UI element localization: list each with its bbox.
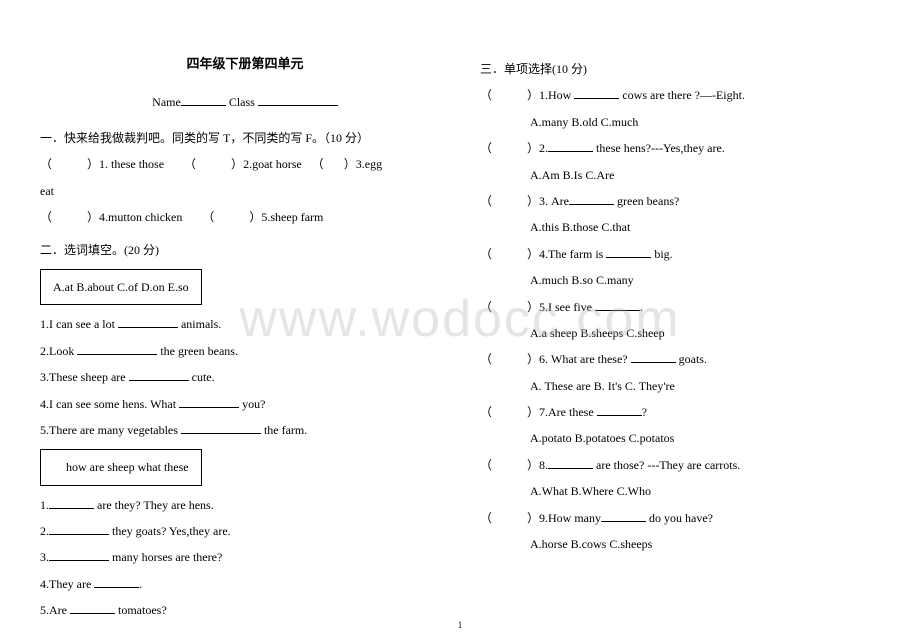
blank[interactable]: [129, 369, 189, 381]
name-label: Name: [152, 95, 181, 109]
s1q4: 4.mutton chicken: [99, 210, 182, 224]
section1-heading: 一．快来给我做裁判吧。同类的写 T，不同类的写 F。（10 分）: [40, 125, 450, 151]
worksheet-title: 四年级下册第四单元: [40, 50, 450, 79]
s2q8: 3. many horses are there?: [40, 544, 450, 570]
s3q4-opt: A.much B.so C.many: [480, 267, 890, 293]
blank[interactable]: [597, 404, 642, 416]
page-number: 1: [458, 620, 463, 630]
blank[interactable]: [569, 193, 614, 205]
s1q3-cont: eat: [40, 178, 450, 204]
s1q3: 3.egg: [356, 157, 382, 171]
name-blank[interactable]: [181, 94, 226, 106]
s2q4: 4.I can see some hens. What you?: [40, 391, 450, 417]
s2q9: 4.They are .: [40, 571, 450, 597]
s3q6-opt: A. These are B. It's C. They're: [480, 373, 890, 399]
s2q3: 3.These sheep are cute.: [40, 364, 450, 390]
s3q2-opt: A.Am B.Is C.Are: [480, 162, 890, 188]
left-column: 四年级下册第四单元 Name Class 一．快来给我做裁判吧。同类的写 T，不…: [40, 50, 450, 624]
class-label: Class: [229, 95, 255, 109]
main-container: 四年级下册第四单元 Name Class 一．快来给我做裁判吧。同类的写 T，不…: [40, 50, 890, 624]
s3q7-opt: A.potato B.potatoes C.potatos: [480, 425, 890, 451]
blank[interactable]: [118, 316, 178, 328]
blank[interactable]: [49, 549, 109, 561]
s2q1: 1.I can see a lot animals.: [40, 311, 450, 337]
blank[interactable]: [574, 87, 619, 99]
section2-heading: 二．选词填空。(20 分): [40, 237, 450, 263]
blank[interactable]: [548, 457, 593, 469]
s3q8: （）8. are those? ---They are carrots.: [480, 452, 890, 478]
s3q9: （）9.How many do you have?: [480, 505, 890, 531]
s2q10: 5.Are tomatoes?: [40, 597, 450, 623]
section1-line1: （）1. these those（）2.goat horse（）3.egg: [40, 151, 450, 177]
blank[interactable]: [49, 523, 109, 535]
name-class-line: Name Class: [40, 89, 450, 115]
s3q2: （）2. these hens?---Yes,they are.: [480, 135, 890, 161]
s3q6: （）6. What are these? goats.: [480, 346, 890, 372]
blank[interactable]: [70, 602, 115, 614]
class-blank[interactable]: [258, 94, 338, 106]
blank[interactable]: [595, 299, 640, 311]
s2q5: 5.There are many vegetables the farm.: [40, 417, 450, 443]
blank[interactable]: [181, 422, 261, 434]
section3-heading: 三．单项选择(10 分): [480, 56, 890, 82]
s3q3: （）3. Are green beans?: [480, 188, 890, 214]
blank[interactable]: [77, 343, 157, 355]
s2q2: 2.Look the green beans.: [40, 338, 450, 364]
s3q4: （）4.The farm is big.: [480, 241, 890, 267]
s1q1: 1. these those: [99, 157, 164, 171]
s3q1: （）1.How cows are there ?—-Eight.: [480, 82, 890, 108]
s1q2: 2.goat horse: [243, 157, 302, 171]
blank[interactable]: [606, 246, 651, 258]
option-box-2: how are sheep what these: [40, 449, 202, 485]
blank[interactable]: [631, 351, 676, 363]
right-column: 三．单项选择(10 分) （）1.How cows are there ?—-E…: [480, 50, 890, 624]
option-box-1: A.at B.about C.of D.on E.so: [40, 269, 202, 305]
s3q8-opt: A.What B.Where C.Who: [480, 478, 890, 504]
s2q7: 2. they goats? Yes,they are.: [40, 518, 450, 544]
s3q5: （）5.I see five .: [480, 294, 890, 320]
blank[interactable]: [94, 576, 139, 588]
s3q1-opt: A.many B.old C.much: [480, 109, 890, 135]
s1q5: 5.sheep farm: [261, 210, 323, 224]
section1-line2: （）4.mutton chicken（）5.sheep farm: [40, 204, 450, 230]
blank[interactable]: [49, 497, 94, 509]
s3q9-opt: A.horse B.cows C.sheeps: [480, 531, 890, 557]
s3q3-opt: A.this B.those C.that: [480, 214, 890, 240]
blank[interactable]: [601, 510, 646, 522]
s3q7: （）7.Are these ?: [480, 399, 890, 425]
s3q5-opt: A.a sheep B.sheeps C.sheep: [480, 320, 890, 346]
s2q6: 1. are they? They are hens.: [40, 492, 450, 518]
blank[interactable]: [179, 396, 239, 408]
blank[interactable]: [548, 140, 593, 152]
